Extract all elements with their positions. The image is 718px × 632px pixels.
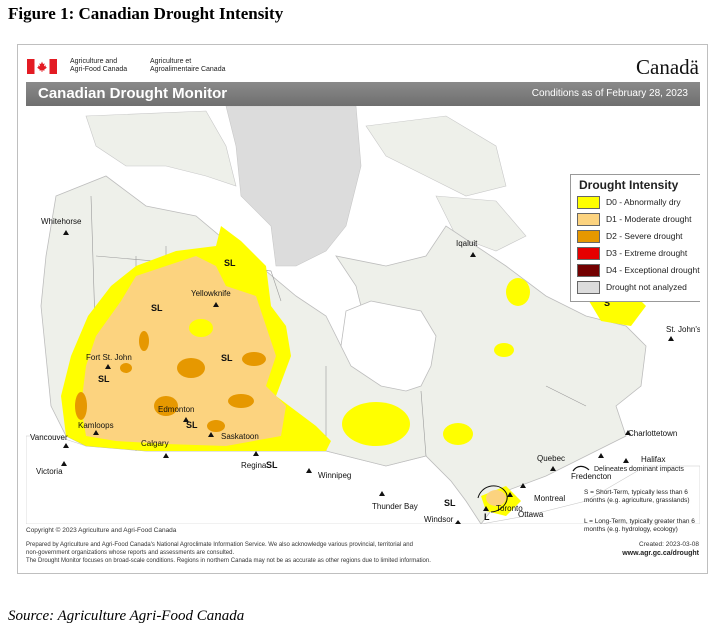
legend-label-not-analyzed: Drought not analyzed — [606, 282, 687, 292]
drought-d2-areas — [75, 331, 266, 432]
svg-text:Fort St. John: Fort St. John — [86, 353, 132, 362]
svg-text:Iqaluit: Iqaluit — [456, 239, 478, 248]
svg-text:Toronto: Toronto — [496, 504, 523, 513]
footer-notes: Prepared by Agriculture and Agri-Food Ca… — [26, 541, 546, 565]
agency-fr-line2: Agroalimentaire Canada — [150, 66, 226, 73]
svg-text:SL: SL — [186, 420, 198, 430]
svg-text:Windsor: Windsor — [424, 515, 454, 524]
legend-label-d1: D1 - Moderate drought — [606, 214, 692, 224]
city-kamloops: Kamloops — [78, 421, 114, 435]
svg-text:SL: SL — [98, 374, 110, 384]
canada-map-svg: Whitehorse Yellowknife Iqaluit Fort St. … — [26, 106, 700, 524]
city-ottawa: Ottawa — [507, 492, 544, 519]
agency-en-line2: Agri-Food Canada — [70, 66, 128, 73]
map-canvas: Whitehorse Yellowknife Iqaluit Fort St. … — [26, 106, 700, 524]
city-thunder-bay: Thunder Bay — [372, 491, 418, 511]
svg-text:Thunder Bay: Thunder Bay — [372, 502, 418, 511]
website-url: www.agr.gc.ca/drought — [622, 550, 699, 557]
map-title: Canadian Drought Monitor — [38, 85, 228, 102]
svg-text:Calgary: Calgary — [141, 439, 169, 448]
impact-line-icon — [572, 465, 590, 472]
city-whitehorse: Whitehorse — [41, 217, 82, 235]
svg-text:Victoria: Victoria — [36, 467, 63, 476]
canada-wordmark-logo: Canadä — [636, 55, 699, 79]
svg-text:SL: SL — [224, 258, 236, 268]
city-st-johns: St. John's — [666, 325, 700, 341]
city-regina: Regina — [241, 451, 267, 470]
city-victoria: Victoria — [36, 461, 67, 476]
agency-fr-line1: Agriculture et — [150, 58, 192, 65]
svg-text:S: S — [604, 298, 610, 308]
city-quebec: Quebec — [537, 454, 565, 471]
impact-key: Delineates dominant impacts S = Short-Te… — [570, 462, 706, 554]
agency-name-english: Agriculture and Agri-Food Canada — [70, 58, 127, 74]
legend-label-d3: D3 - Extreme drought — [606, 248, 688, 258]
city-saskatoon: Saskatoon — [208, 432, 259, 441]
city-montreal: Montreal — [520, 483, 565, 503]
canada-flag-icon — [27, 59, 57, 74]
svg-text:SL: SL — [444, 498, 456, 508]
svg-text:Saskatoon: Saskatoon — [221, 432, 259, 441]
legend-swatch-d0 — [577, 196, 600, 209]
impact-heading: Delineates dominant impacts — [594, 466, 684, 473]
footer-line-2: non-government organizations whose repor… — [26, 550, 235, 556]
svg-text:Winnipeg: Winnipeg — [318, 471, 351, 480]
impact-long-term: L = Long-Term, typically greater than 6 … — [584, 518, 695, 533]
city-markers: Whitehorse Yellowknife Iqaluit Fort St. … — [30, 217, 700, 524]
svg-text:Kamloops: Kamloops — [78, 421, 114, 430]
svg-text:Fredencton: Fredencton — [571, 472, 611, 481]
svg-text:Charlottetown: Charlottetown — [628, 429, 677, 438]
city-calgary: Calgary — [141, 439, 169, 458]
svg-text:Ottawa: Ottawa — [518, 510, 544, 519]
city-charlottetown: Charlottetown — [625, 429, 677, 438]
legend-swatch-d4 — [577, 264, 600, 277]
city-winnipeg: Winnipeg — [306, 468, 351, 480]
footer-line-3: The Drought Monitor focuses on broad-sca… — [26, 558, 431, 564]
city-vancouver: Vancouver — [30, 433, 69, 448]
legend-label-d4: D4 - Exceptional drought — [606, 265, 700, 275]
svg-text:Quebec: Quebec — [537, 454, 565, 463]
city-iqaluit: Iqaluit — [456, 239, 478, 257]
legend-label-d0: D0 - Abnormally dry — [606, 197, 681, 207]
svg-text:SL: SL — [151, 303, 163, 313]
impact-labels: SL SL SL SL SL SL S SL L — [98, 258, 610, 522]
svg-text:Edmonton: Edmonton — [158, 405, 194, 414]
drought-legend: Drought Intensity D0 - Abnormally dry D1… — [570, 174, 700, 302]
svg-text:Yellowknife: Yellowknife — [191, 289, 231, 298]
agency-en-line1: Agriculture and — [70, 58, 118, 65]
legend-swatch-d2 — [577, 230, 600, 243]
drought-map-panel: Agriculture and Agri-Food Canada Agricul… — [17, 44, 708, 574]
agency-bar: Agriculture and Agri-Food Canada Agricul… — [18, 45, 707, 81]
conditions-date: Conditions as of February 28, 2023 — [531, 88, 688, 99]
svg-text:Whitehorse: Whitehorse — [41, 217, 82, 226]
city-halifax: Halifax — [623, 455, 665, 464]
svg-text:L: L — [484, 512, 490, 522]
impact-short-term: S = Short-Term, typically less than 6 mo… — [584, 489, 690, 504]
figure-title: Figure 1: Canadian Drought Intensity — [8, 4, 284, 23]
svg-text:Vancouver: Vancouver — [30, 433, 68, 442]
city-edmonton: Edmonton — [158, 405, 194, 422]
svg-text:SL: SL — [221, 353, 233, 363]
city-windsor: Windsor — [424, 515, 461, 524]
svg-text:Montreal: Montreal — [534, 494, 565, 503]
city-toronto: Toronto — [483, 504, 523, 513]
legend-swatch-not-analyzed — [577, 281, 600, 294]
legend-label-d2: D2 - Severe drought — [606, 231, 683, 241]
agency-name-french: Agriculture et Agroalimentaire Canada — [150, 58, 226, 74]
legend-title: Drought Intensity — [579, 178, 679, 192]
legend-swatch-d3 — [577, 247, 600, 260]
created-date: Created: 2023-03-08 — [639, 541, 699, 548]
legend-swatch-d1 — [577, 213, 600, 226]
city-fredencton: Fredencton — [571, 453, 611, 481]
city-fort-st-john: Fort St. John — [86, 353, 132, 369]
copyright-note: Copyright © 2023 Agriculture and Agri-Fo… — [26, 527, 177, 534]
source-note: Source: Agriculture Agri-Food Canada — [8, 608, 245, 624]
svg-text:Regina: Regina — [241, 461, 267, 470]
svg-text:SL: SL — [266, 460, 278, 470]
city-yellowknife: Yellowknife — [191, 289, 231, 307]
svg-text:Halifax: Halifax — [641, 455, 665, 464]
footer-line-1: Prepared by Agriculture and Agri-Food Ca… — [26, 542, 413, 548]
map-header-bar: Canadian Drought Monitor Conditions as o… — [26, 82, 700, 106]
svg-text:St. John's: St. John's — [666, 325, 700, 334]
